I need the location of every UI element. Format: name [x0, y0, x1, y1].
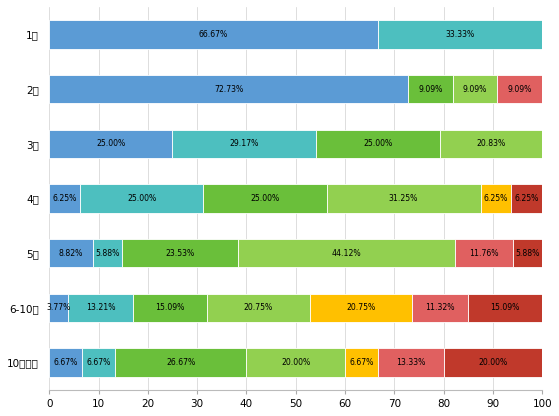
- Bar: [93, 239, 122, 267]
- Bar: [310, 294, 412, 322]
- Bar: [247, 349, 345, 377]
- Text: 3.77%: 3.77%: [46, 303, 71, 312]
- Bar: [207, 294, 310, 322]
- Text: 25.00%: 25.00%: [127, 194, 157, 203]
- Text: 11.76%: 11.76%: [470, 249, 499, 258]
- Bar: [49, 75, 408, 103]
- Bar: [49, 184, 80, 213]
- Text: 5.88%: 5.88%: [95, 249, 120, 258]
- Bar: [378, 20, 542, 49]
- Bar: [481, 184, 511, 213]
- Bar: [513, 239, 542, 267]
- Text: 33.33%: 33.33%: [446, 30, 475, 39]
- Text: 6.67%: 6.67%: [87, 358, 111, 367]
- Text: 20.83%: 20.83%: [476, 139, 505, 148]
- Text: 6.67%: 6.67%: [54, 358, 78, 367]
- Bar: [511, 184, 542, 213]
- Bar: [408, 75, 453, 103]
- Bar: [345, 349, 378, 377]
- Text: 9.09%: 9.09%: [508, 84, 532, 94]
- Text: 29.17%: 29.17%: [230, 139, 259, 148]
- Text: 8.82%: 8.82%: [59, 249, 83, 258]
- Bar: [468, 294, 542, 322]
- Text: 44.12%: 44.12%: [331, 249, 361, 258]
- Bar: [326, 184, 481, 213]
- Text: 6.25%: 6.25%: [53, 194, 77, 203]
- Text: 25.00%: 25.00%: [250, 194, 280, 203]
- Text: 15.09%: 15.09%: [490, 303, 520, 312]
- Bar: [49, 239, 93, 267]
- Bar: [80, 184, 203, 213]
- Text: 15.09%: 15.09%: [155, 303, 185, 312]
- Bar: [82, 349, 115, 377]
- Bar: [122, 239, 238, 267]
- Text: 9.09%: 9.09%: [418, 84, 442, 94]
- Text: 13.33%: 13.33%: [396, 358, 425, 367]
- Text: 31.25%: 31.25%: [389, 194, 418, 203]
- Bar: [378, 349, 444, 377]
- Bar: [49, 349, 82, 377]
- Bar: [455, 239, 513, 267]
- Bar: [68, 294, 133, 322]
- Bar: [316, 129, 439, 158]
- Bar: [49, 294, 68, 322]
- Text: 72.73%: 72.73%: [214, 84, 243, 94]
- Text: 66.67%: 66.67%: [199, 30, 228, 39]
- Text: 20.75%: 20.75%: [244, 303, 273, 312]
- Text: 25.00%: 25.00%: [96, 139, 125, 148]
- Bar: [439, 129, 542, 158]
- Text: 13.21%: 13.21%: [86, 303, 115, 312]
- Text: 6.25%: 6.25%: [515, 194, 539, 203]
- Text: 26.67%: 26.67%: [166, 358, 196, 367]
- Bar: [238, 239, 455, 267]
- Text: 9.09%: 9.09%: [463, 84, 487, 94]
- Bar: [49, 20, 378, 49]
- Bar: [453, 75, 498, 103]
- Bar: [412, 294, 468, 322]
- Bar: [444, 349, 542, 377]
- Text: 25.00%: 25.00%: [363, 139, 392, 148]
- Text: 20.00%: 20.00%: [281, 358, 310, 367]
- Text: 23.53%: 23.53%: [165, 249, 195, 258]
- Bar: [133, 294, 207, 322]
- Bar: [173, 129, 316, 158]
- Text: 20.75%: 20.75%: [346, 303, 376, 312]
- Text: 6.67%: 6.67%: [349, 358, 374, 367]
- Bar: [115, 349, 247, 377]
- Bar: [203, 184, 326, 213]
- Text: 20.00%: 20.00%: [479, 358, 508, 367]
- Text: 11.32%: 11.32%: [425, 303, 454, 312]
- Text: 5.88%: 5.88%: [515, 249, 540, 258]
- Text: 6.25%: 6.25%: [484, 194, 508, 203]
- Bar: [49, 129, 173, 158]
- Bar: [498, 75, 542, 103]
